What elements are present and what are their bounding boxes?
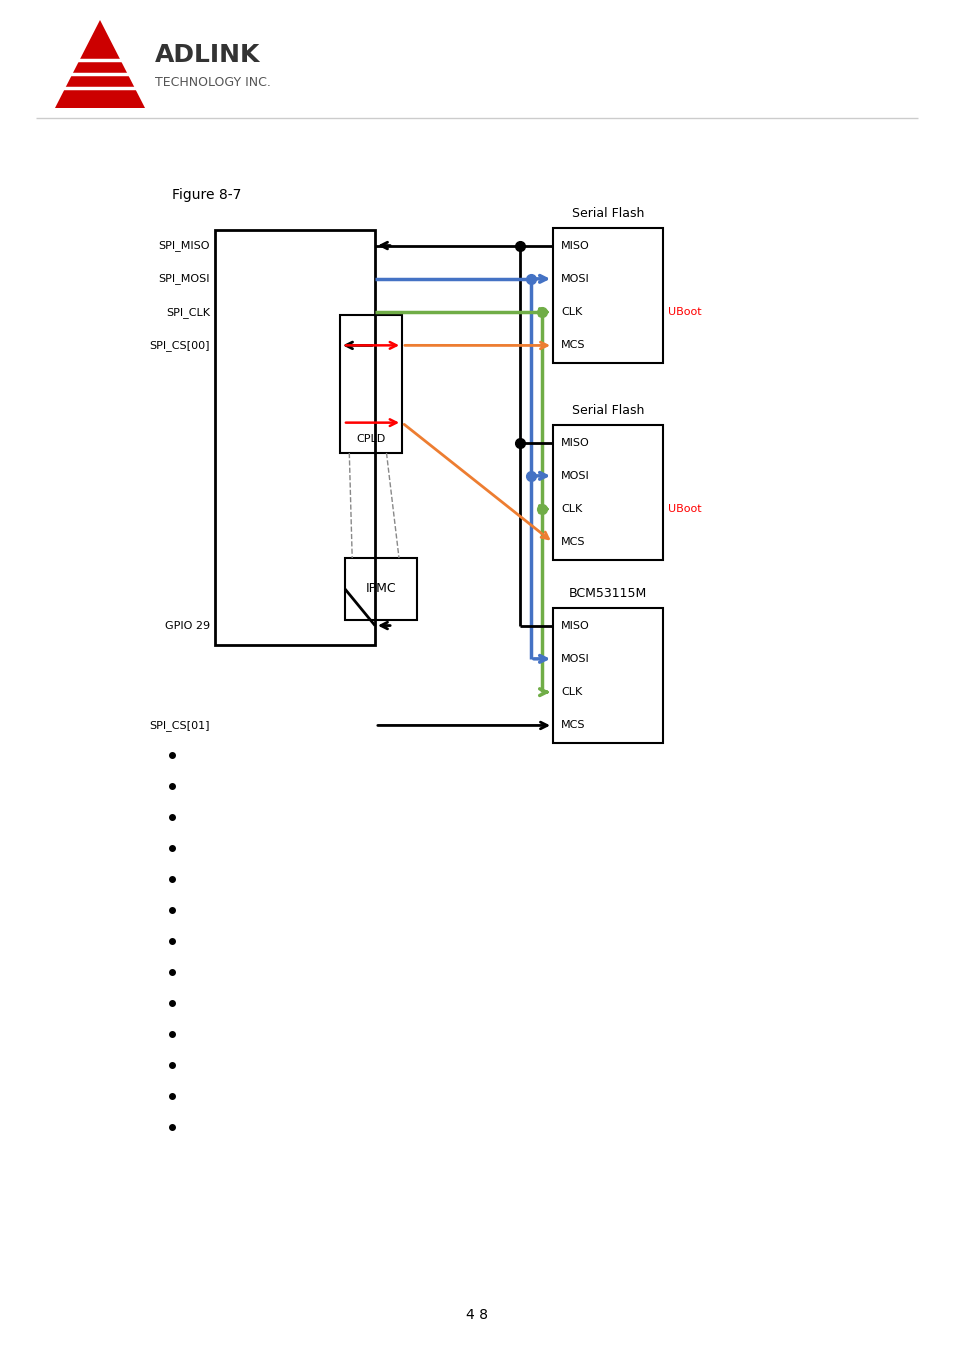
Text: ADLINK: ADLINK [154,43,260,68]
Text: CLK: CLK [560,687,581,697]
Text: CLK: CLK [560,504,581,514]
Text: MISO: MISO [560,621,589,630]
Text: MCS: MCS [560,537,585,548]
Text: UBoot: UBoot [667,504,700,514]
Text: SPI_MISO: SPI_MISO [158,240,210,251]
Bar [553,608,662,742]
Text: GPIO 29: GPIO 29 [165,621,210,630]
Text: Serial Flash: Serial Flash [571,404,643,417]
Text: MISO: MISO [560,437,589,448]
Bar [339,315,401,454]
Text: MOSI: MOSI [560,653,589,664]
Bar [214,230,375,645]
Polygon shape [55,20,145,108]
Text: IPMC: IPMC [365,582,395,595]
Text: MCS: MCS [560,340,585,351]
Bar [345,558,416,620]
Text: MOSI: MOSI [560,274,589,284]
Text: UBoot: UBoot [667,308,700,317]
Text: SPI_CS[00]: SPI_CS[00] [150,340,210,351]
Bar [553,228,662,363]
Text: MOSI: MOSI [560,471,589,481]
Text: MCS: MCS [560,721,585,730]
Text: CLK: CLK [560,308,581,317]
Text: SPI_CLK: SPI_CLK [166,306,210,317]
Text: SPI_CS[01]: SPI_CS[01] [150,720,210,730]
Text: Figure 8-7: Figure 8-7 [172,188,241,202]
Text: CPLD: CPLD [356,433,385,444]
Text: BCM53115M: BCM53115M [568,587,646,599]
Text: TECHNOLOGY INC.: TECHNOLOGY INC. [154,76,271,89]
Text: 4 8: 4 8 [465,1308,488,1322]
Text: Serial Flash: Serial Flash [571,207,643,220]
Bar [553,425,662,560]
Text: SPI_MOSI: SPI_MOSI [158,274,210,285]
Text: MISO: MISO [560,240,589,251]
